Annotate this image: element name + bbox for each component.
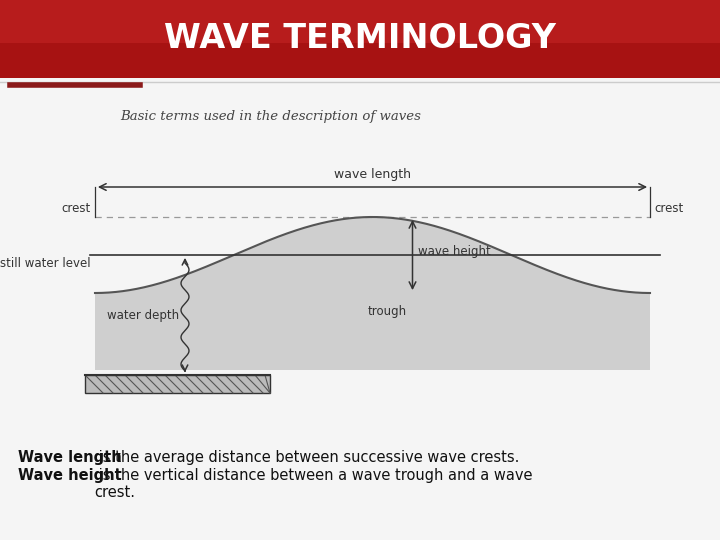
Bar (85, 375, 270, 393)
Text: crest: crest (62, 202, 91, 215)
Polygon shape (95, 217, 650, 370)
Text: Wave height: Wave height (18, 468, 122, 483)
Text: is the average distance between successive wave crests.: is the average distance between successi… (94, 450, 519, 465)
Text: water depth: water depth (107, 308, 179, 321)
Bar (0, 0, 720, 78)
Text: still water level: still water level (1, 257, 91, 270)
Text: wave length: wave length (334, 168, 411, 181)
Text: WAVE TERMINOLOGY: WAVE TERMINOLOGY (164, 23, 556, 56)
Text: is the vertical distance between a wave trough and a wave
crest.: is the vertical distance between a wave … (94, 468, 533, 501)
Text: Basic terms used in the description of waves: Basic terms used in the description of w… (120, 110, 421, 123)
Text: trough: trough (368, 305, 407, 318)
Text: crest: crest (654, 202, 683, 215)
Text: Wave length: Wave length (18, 450, 122, 465)
Text: wave height: wave height (418, 245, 491, 258)
Bar (0, 43, 720, 78)
